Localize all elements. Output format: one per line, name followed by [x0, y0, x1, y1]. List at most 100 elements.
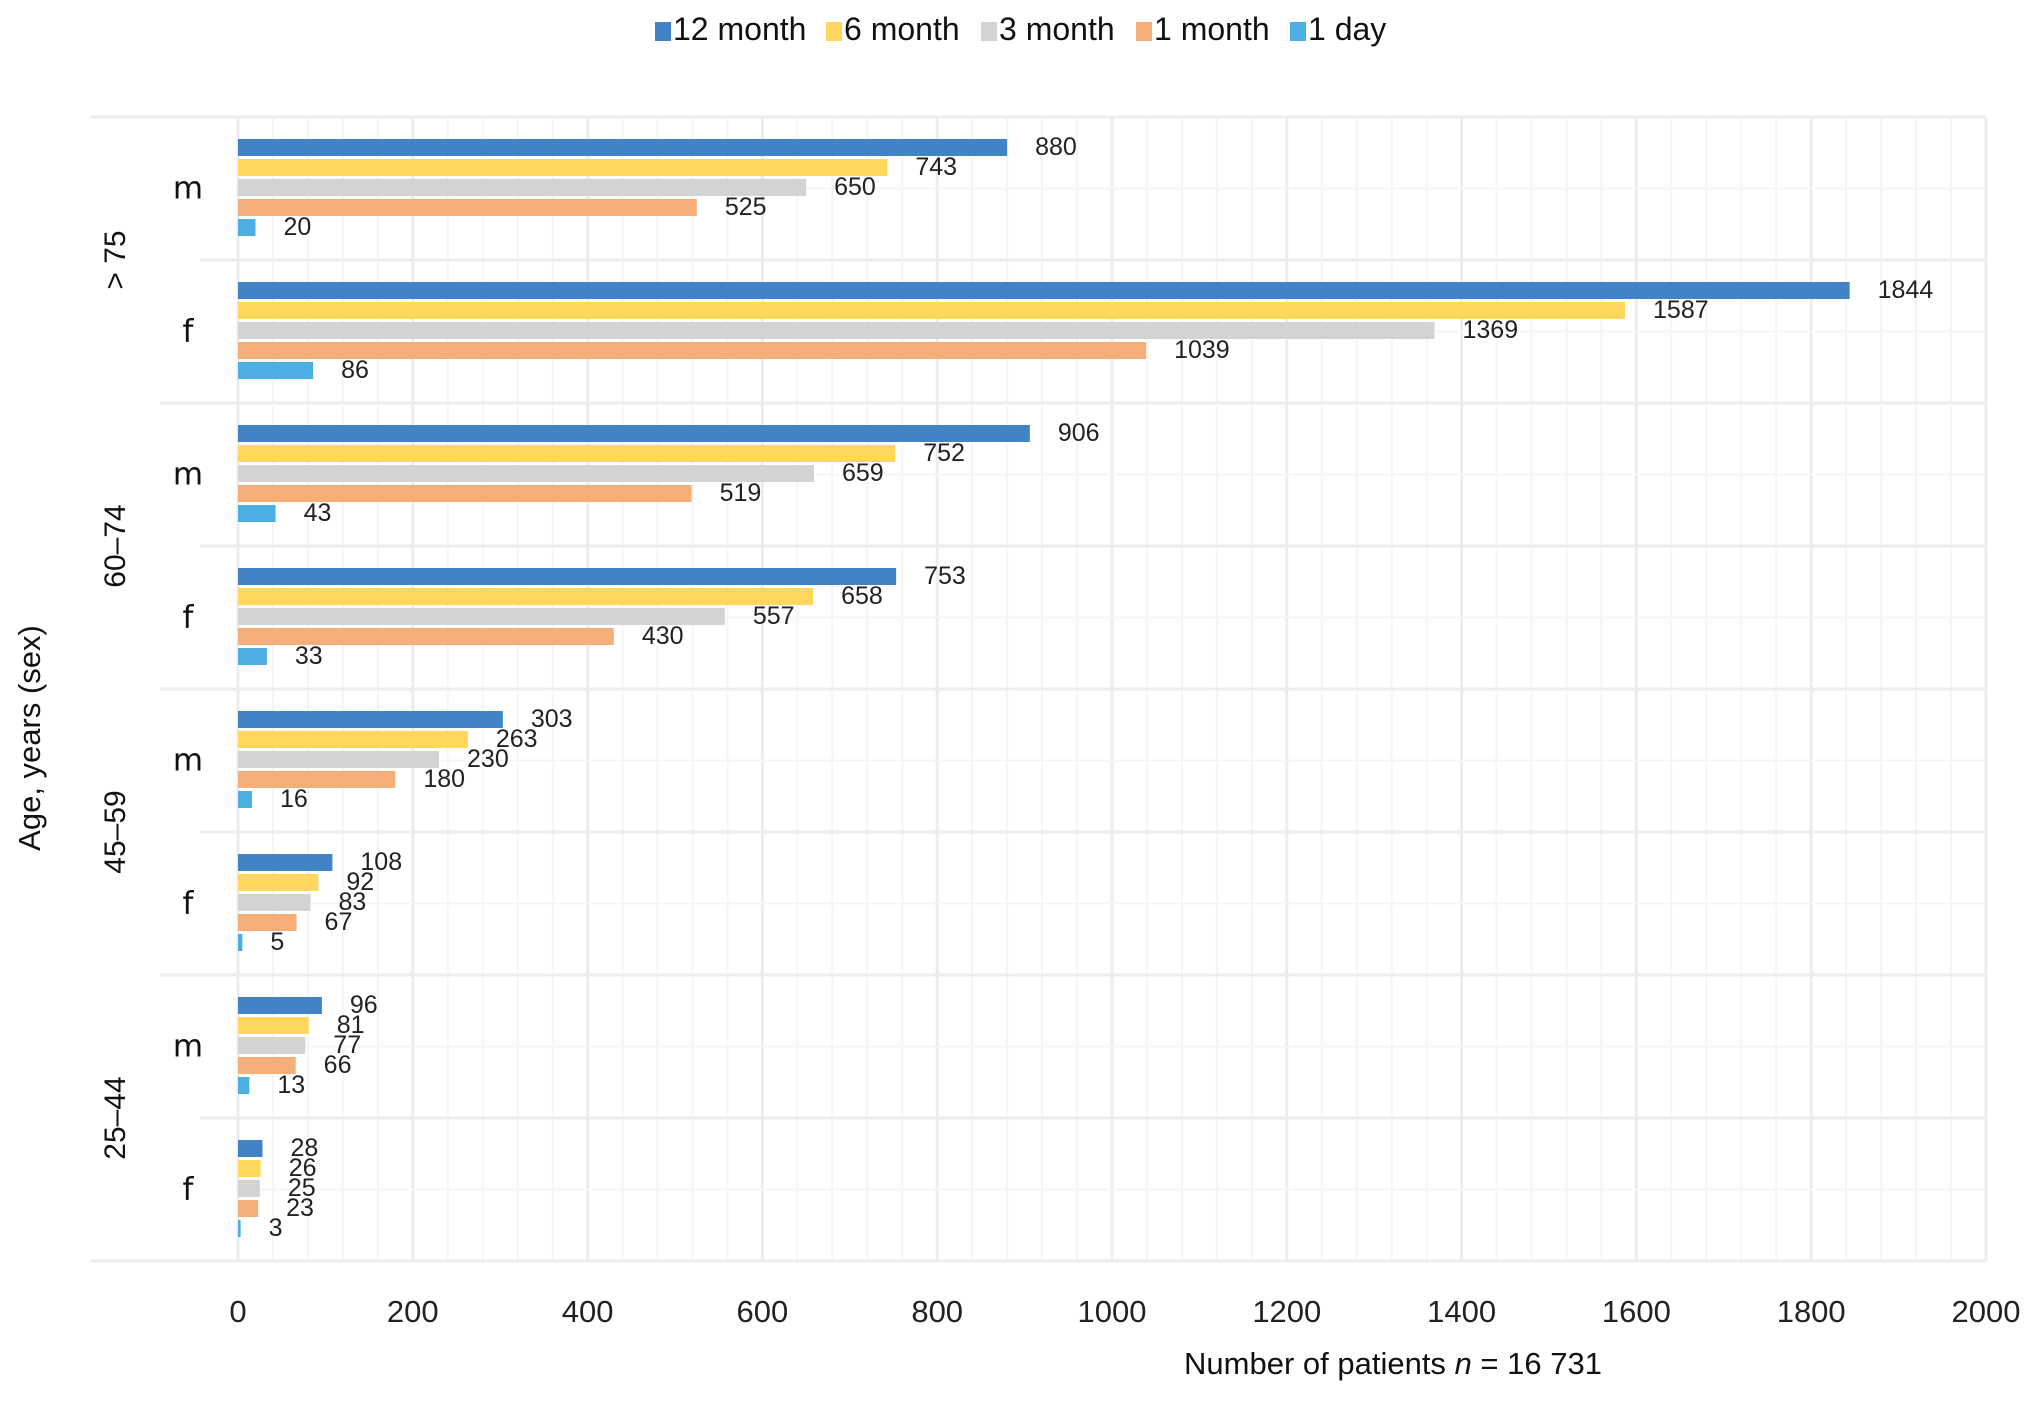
- bar-3-month-f: [238, 322, 1435, 339]
- data-label: 1369: [1463, 316, 1519, 344]
- x-tick-label: 1400: [1427, 1294, 1496, 1329]
- sex-label: f: [183, 886, 195, 922]
- bar-12-month-m: [238, 139, 1008, 156]
- y-axis-title: Age, years (sex): [12, 625, 47, 851]
- data-label: 5: [270, 928, 284, 956]
- age-group-label: > 75: [99, 230, 132, 289]
- legend-label: 3 month: [999, 11, 1115, 47]
- x-tick-label: 2000: [1952, 1294, 2021, 1329]
- bar-3-month-m: [238, 751, 440, 768]
- data-label: 1587: [1653, 296, 1709, 324]
- bar-6-month-m: [238, 159, 888, 176]
- bar-12-month-f: [238, 854, 333, 871]
- x-tick-label: 800: [911, 1294, 963, 1329]
- data-label: 557: [753, 602, 795, 630]
- bar-1-month-f: [238, 914, 297, 931]
- data-label: 23: [286, 1194, 314, 1222]
- data-label: 1844: [1878, 276, 1934, 304]
- bar-3-month-m: [238, 179, 807, 196]
- data-label: 430: [642, 622, 684, 650]
- legend-swatch: [981, 22, 997, 41]
- legend-swatch: [655, 22, 671, 41]
- x-tick-label: 1600: [1602, 1294, 1671, 1329]
- sex-label: f: [183, 314, 195, 350]
- data-label: 303: [531, 705, 573, 733]
- data-label: 66: [324, 1051, 352, 1079]
- bar-3-month-f: [238, 894, 311, 911]
- data-label: 96: [350, 991, 378, 1019]
- data-label: 880: [1035, 133, 1077, 161]
- data-label: 3: [269, 1214, 283, 1242]
- x-tick-label: 400: [562, 1294, 614, 1329]
- bar-1-day-m: [238, 791, 252, 808]
- bar-3-month-m: [238, 465, 814, 482]
- data-label: 753: [924, 562, 966, 590]
- data-label: 16: [280, 785, 308, 813]
- bar-3-month-f: [238, 1180, 260, 1197]
- bar-1-month-m: [238, 1057, 296, 1074]
- data-label: 658: [841, 582, 883, 610]
- age-group-label: 25–44: [99, 1076, 132, 1159]
- bar-3-month-f: [238, 608, 725, 625]
- sex-label: m: [173, 171, 203, 207]
- bar-12-month-f: [238, 568, 897, 585]
- legend-label: 1 day: [1308, 11, 1386, 47]
- sex-label: m: [173, 457, 203, 493]
- age-group-label: 45–59: [99, 790, 132, 873]
- data-label: 519: [720, 479, 762, 507]
- bar-1-month-f: [238, 1200, 259, 1217]
- data-label: 86: [341, 356, 369, 384]
- data-label: 13: [277, 1071, 305, 1099]
- x-axis-title: Number of patients n = 16 731: [1184, 1346, 1602, 1381]
- data-label: 81: [337, 1011, 365, 1039]
- data-label: 108: [360, 848, 402, 876]
- legend-swatch: [1290, 22, 1306, 41]
- data-label: 33: [295, 642, 323, 670]
- data-labels-layer: 8807436505252018441587136910398690675265…: [269, 133, 1934, 1242]
- sex-label: f: [183, 1172, 195, 1208]
- bar-12-month-m: [238, 425, 1030, 442]
- bars-layer: [238, 139, 1850, 1237]
- data-label: 180: [423, 765, 465, 793]
- bar-1-day-f: [238, 1220, 241, 1237]
- bar-6-month-f: [238, 1160, 261, 1177]
- bar-6-month-f: [238, 302, 1626, 319]
- data-label: 26: [289, 1154, 317, 1182]
- x-tick-label: 1800: [1777, 1294, 1846, 1329]
- x-axis-title-n: n: [1455, 1346, 1472, 1381]
- bar-1-day-m: [238, 219, 256, 236]
- bar-1-month-f: [238, 628, 614, 645]
- data-label: 650: [834, 173, 876, 201]
- bar-1-month-m: [238, 485, 692, 502]
- data-label: 92: [346, 868, 374, 896]
- bar-1-day-f: [238, 934, 243, 951]
- bar-1-month-f: [238, 342, 1147, 359]
- bar-1-day-m: [238, 1077, 250, 1094]
- bar-6-month-f: [238, 874, 319, 891]
- legend-label: 1 month: [1154, 11, 1270, 47]
- x-tick-label: 200: [387, 1294, 439, 1329]
- data-label: 83: [339, 888, 367, 916]
- x-tick-label: 0: [229, 1294, 246, 1329]
- legend: 12 month 6 month 3 month 1 month 1 day: [655, 11, 1386, 47]
- legend-label: 12 month: [673, 11, 806, 47]
- bar-6-month-m: [238, 731, 468, 748]
- data-label: 263: [496, 725, 538, 753]
- data-label: 752: [923, 439, 965, 467]
- data-label: 20: [283, 213, 311, 241]
- x-tick-label: 1200: [1252, 1294, 1321, 1329]
- legend-swatch: [1136, 22, 1152, 41]
- age-group-label: 60–74: [99, 504, 132, 587]
- legend-label: 6 month: [844, 11, 960, 47]
- data-label: 28: [290, 1134, 318, 1162]
- bar-1-day-m: [238, 505, 276, 522]
- bar-12-month-f: [238, 1140, 263, 1157]
- data-label: 67: [325, 908, 353, 936]
- data-label: 1039: [1174, 336, 1230, 364]
- bar-1-month-m: [238, 771, 396, 788]
- x-axis-title-main: Number of patients: [1184, 1346, 1446, 1381]
- bar-6-month-m: [238, 445, 896, 462]
- bar-3-month-m: [238, 1037, 306, 1054]
- data-label: 906: [1058, 419, 1100, 447]
- data-label: 25: [288, 1174, 316, 1202]
